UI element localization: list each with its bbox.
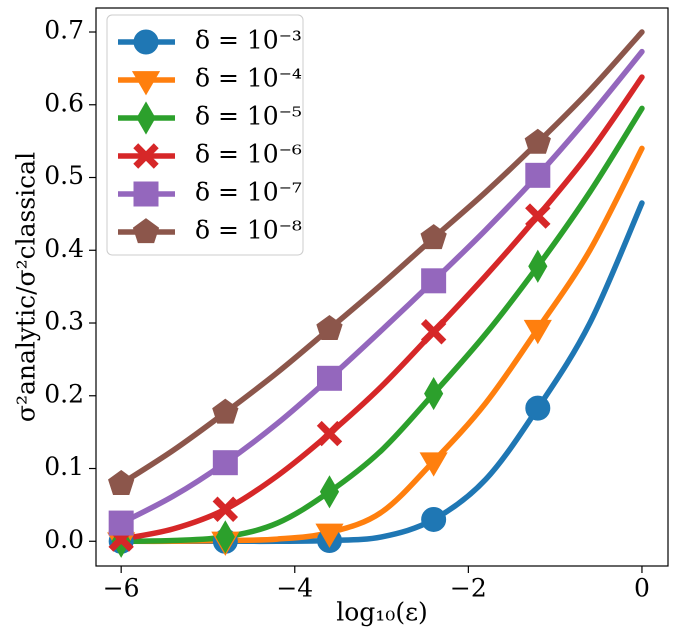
y-tick-label: 0.3 [44, 307, 84, 336]
marker [424, 376, 444, 411]
x-tick-label: −2 [450, 574, 487, 603]
x-axis-label: log₁₀(ε) [336, 598, 428, 627]
marker [212, 398, 239, 424]
marker [525, 395, 551, 421]
x-tick-label: 0 [634, 574, 650, 603]
legend-marker [132, 218, 160, 244]
legend-marker [136, 101, 156, 135]
marker [212, 450, 238, 476]
legend-label: δ = 10⁻⁸ [195, 216, 302, 245]
y-tick-label: 0.5 [44, 161, 84, 190]
marker [528, 249, 548, 283]
marker [523, 319, 552, 345]
legend-marker [131, 71, 161, 96]
series-line [118, 29, 645, 487]
legend-label: δ = 10⁻⁵ [195, 102, 302, 131]
marker [420, 224, 447, 250]
marker [316, 420, 343, 447]
marker [108, 469, 135, 495]
legend-marker [133, 143, 159, 169]
marker [420, 319, 447, 345]
marker [215, 520, 235, 554]
legend-label: δ = 10⁻³ [195, 26, 302, 55]
legend-marker [133, 29, 159, 55]
y-tick-label: 0.7 [44, 16, 84, 45]
legend-label: δ = 10⁻⁴ [195, 64, 302, 93]
marker [524, 128, 551, 154]
y-tick-label: 0.6 [44, 88, 84, 117]
marker [212, 496, 239, 522]
y-tick-label: 0.0 [44, 525, 84, 554]
marker [421, 506, 447, 532]
y-axis-label: σ²analytic/σ²classical [12, 152, 41, 422]
marker [525, 162, 551, 188]
y-tick-label: 0.1 [44, 452, 84, 481]
legend-marker [133, 181, 159, 207]
marker [525, 203, 551, 229]
marker [315, 523, 344, 548]
marker [108, 510, 134, 536]
plot-frame [95, 7, 669, 567]
marker [419, 452, 448, 477]
y-tick-label: 0.4 [44, 234, 84, 263]
x-tick-label: −4 [276, 574, 313, 603]
legend-label: δ = 10⁻⁶ [195, 140, 302, 169]
x-tick-label: −6 [103, 574, 140, 603]
marker [319, 475, 340, 509]
marker [421, 268, 447, 294]
legend-label: δ = 10⁻⁷ [195, 178, 302, 207]
plot-area [107, 29, 645, 558]
marker [316, 315, 343, 341]
y-tick-label: 0.2 [44, 379, 84, 408]
marker [316, 365, 342, 391]
